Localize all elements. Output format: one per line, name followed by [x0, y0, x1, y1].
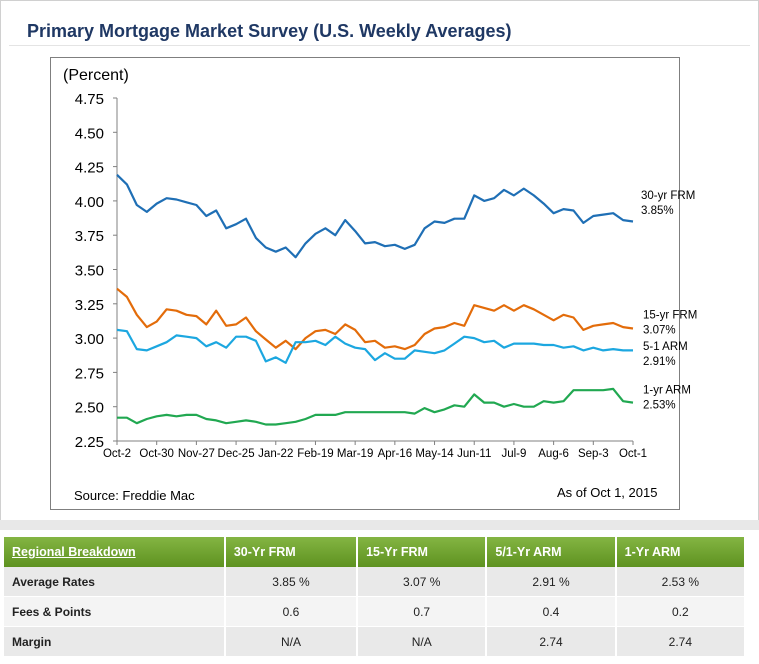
series-line-1	[116, 287, 634, 351]
series-end-value: 3.07%	[643, 324, 676, 336]
series-name-label: 30-yr FRM	[641, 190, 695, 202]
table-header-row: Regional Breakdown 30-Yr FRM 15-Yr FRM 5…	[4, 537, 747, 567]
row-label: Fees & Points	[4, 596, 226, 627]
x-tick-label: Oct-1	[619, 448, 647, 460]
y-axis-label: (Percent)	[63, 67, 129, 84]
y-tick-label: 4.50	[75, 125, 104, 142]
x-tick-label: Sep-3	[578, 448, 609, 460]
x-tick-labels: Oct-2 Oct-30 Nov-27 Dec-25 Jan-22 Feb-19 Mar-1…	[103, 448, 647, 460]
table-cell: 0.4	[486, 596, 617, 627]
title-divider	[9, 45, 750, 46]
series-line-0	[116, 174, 634, 259]
col-header-30yr: 30-Yr FRM	[224, 537, 359, 567]
table-cell: 2.74	[615, 626, 747, 657]
y-tick-label: 4.25	[75, 160, 104, 177]
x-tick-label: Jul-9	[501, 448, 526, 460]
x-tick-label: Oct-30	[139, 448, 174, 460]
table-cell: 3.85 %	[224, 567, 359, 597]
x-tick-label: Apr-16	[378, 448, 413, 460]
as-of-date: As of Oct 1, 2015	[557, 485, 658, 500]
chart-frame	[50, 57, 680, 510]
y-tick-label: 4.00	[75, 194, 104, 211]
x-tick-label: Mar-19	[337, 448, 373, 460]
y-tick-label: 2.25	[75, 434, 104, 451]
table-cell: 2.91 %	[486, 567, 617, 597]
x-tick-label: Feb-19	[297, 448, 333, 460]
table-cell: 2.74	[486, 626, 617, 657]
x-tick-label: Jan-22	[258, 448, 293, 460]
table-cell: N/A	[357, 626, 488, 657]
table-cell: 0.7	[357, 596, 488, 627]
col-header-15yr: 15-Yr FRM	[357, 537, 488, 567]
x-tick-label: May-14	[415, 448, 454, 460]
y-tick-label: 3.75	[75, 228, 104, 245]
table-row: Average Rates 3.85 % 3.07 % 2.91 % 2.53 …	[4, 567, 747, 597]
y-tick-label: 3.50	[75, 263, 104, 280]
chart-panel: Primary Mortgage Market Survey (U.S. Wee…	[0, 0, 759, 521]
y-tick-label: 2.75	[75, 365, 104, 382]
series-lines	[116, 174, 634, 426]
table-row: Margin N/A N/A 2.74 2.74	[4, 626, 747, 657]
section-divider	[0, 520, 759, 530]
col-header-51arm: 5/1-Yr ARM	[486, 537, 617, 567]
regional-breakdown-link[interactable]: Regional Breakdown	[4, 537, 226, 567]
row-label: Average Rates	[4, 567, 226, 597]
row-label: Margin	[4, 626, 226, 657]
y-tick-label: 4.75	[75, 91, 104, 108]
y-tick-label: 2.50	[75, 400, 104, 417]
series-end-value: 2.91%	[643, 356, 676, 368]
axes	[113, 97, 634, 445]
series-name-label: 1-yr ARM	[643, 385, 691, 397]
x-tick-label: Aug-6	[538, 448, 569, 460]
table-cell: 2.53 %	[615, 567, 747, 597]
x-tick-label: Oct-2	[103, 448, 131, 460]
series-name-label: 5-1 ARM	[643, 341, 688, 353]
series-name-label: 15-yr FRM	[643, 309, 697, 321]
series-line-2	[116, 328, 633, 364]
source-note: Source: Freddie Mac	[74, 488, 195, 503]
x-tick-label: Nov-27	[178, 448, 215, 460]
table-row: Fees & Points 0.6 0.7 0.4 0.2	[4, 596, 747, 627]
regional-breakdown-table: Regional Breakdown 30-Yr FRM 15-Yr FRM 5…	[4, 537, 747, 657]
mortgage-rate-chart: (Percent) 4.75 4.50 4.25 4.00 3.75 3.50 3.25 3.…	[63, 67, 697, 460]
table-cell: 0.6	[224, 596, 359, 627]
x-tick-label: Jun-11	[457, 448, 491, 460]
y-tick-label: 3.25	[75, 297, 104, 314]
table-cell: 0.2	[615, 596, 747, 627]
series-end-value: 3.85%	[641, 205, 674, 217]
series-end-value: 2.53%	[643, 400, 676, 412]
table-cell: 3.07 %	[357, 567, 488, 597]
x-tick-label: Dec-25	[218, 448, 255, 460]
y-tick-label: 3.00	[75, 331, 104, 348]
table-cell: N/A	[224, 626, 359, 657]
series-end-labels: 30-yr FRM 3.85% 15-yr FRM 3.07% 5-1 ARM 2.91%…	[641, 190, 697, 412]
series-line-3	[117, 387, 634, 426]
page-title: Primary Mortgage Market Survey (U.S. Wee…	[27, 21, 512, 41]
y-tick-labels: 4.75 4.50 4.25 4.00 3.75 3.50 3.25 3.00 2.75 2.50…	[75, 91, 104, 451]
col-header-1yrarm: 1-Yr ARM	[615, 537, 747, 567]
